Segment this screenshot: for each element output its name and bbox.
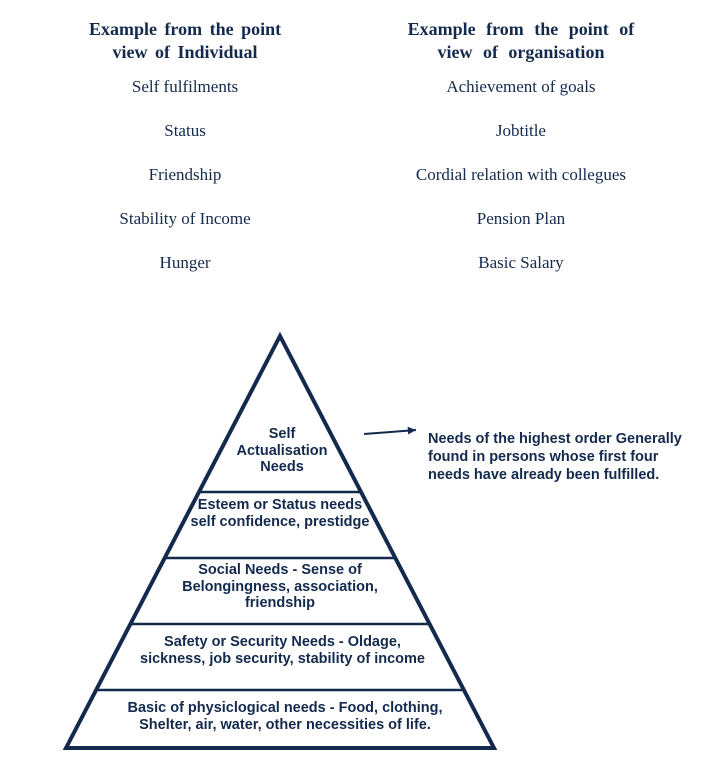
individual-item: Friendship [30,165,340,185]
organisation-item: Basic Salary [366,253,676,273]
pyramid-level-safety: Safety or Security Needs - Oldage, sickn… [135,634,430,667]
pyramid-level-self-actualisation: Self Actualisation Needs [222,426,342,476]
organisation-item: Achievement of goals [366,77,676,97]
column-organisation: Example from the point of view of organi… [366,18,676,297]
individual-item: Stability of Income [30,209,340,229]
pyramid-level-physiological: Basic of physiclogical needs - Food, clo… [115,700,455,733]
individual-item: Hunger [30,253,340,273]
pyramid-svg [60,330,500,760]
organisation-item: Pension Plan [366,209,676,229]
maslow-pyramid: Self Actualisation Needs Esteem or Statu… [0,330,706,770]
page: Example from the point view of Individua… [0,0,706,783]
column-organisation-heading: Example from the point of view of organi… [391,18,651,63]
pyramid-level-social: Social Needs - Sense of Belongingness, a… [175,562,385,612]
column-individual: Example from the point view of Individua… [30,18,340,297]
individual-item: Self fulfilments [30,77,340,97]
examples-columns: Example from the point view of Individua… [30,18,676,297]
annotation-highest-order: Needs of the highest order Generally fou… [428,430,688,484]
organisation-item: Jobtitle [366,121,676,141]
pyramid-level-esteem: Esteem or Status needs self confidence, … [190,497,370,530]
column-individual-heading: Example from the point view of Individua… [70,18,300,63]
organisation-item: Cordial relation with collegues [366,165,676,185]
individual-item: Status [30,121,340,141]
